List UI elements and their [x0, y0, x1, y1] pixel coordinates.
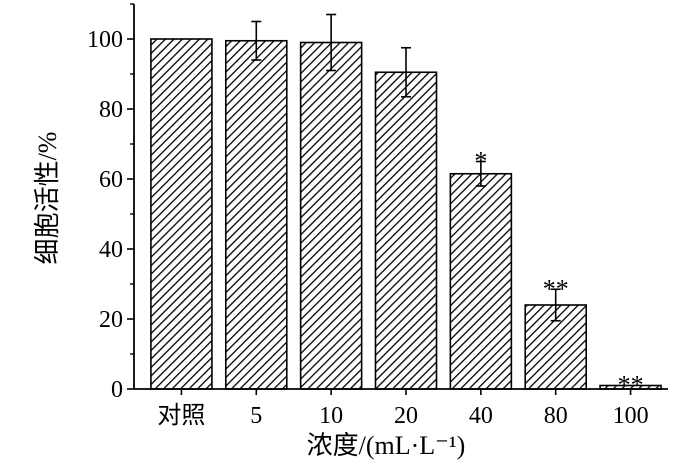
significance-marker: **	[618, 371, 644, 400]
y-tick-label: 40	[99, 237, 123, 263]
bar	[374, 71, 438, 390]
x-tick-label: 对照	[157, 402, 205, 429]
x-tick-label: 5	[250, 403, 262, 429]
bar	[150, 38, 213, 390]
error-bars-layer	[251, 13, 561, 322]
axes-layer: 对照 5 10 20 40 80 100 0 20 40 60 80 100	[87, 3, 668, 429]
significance-marker: **	[543, 274, 569, 303]
y-tick-label: 80	[99, 97, 123, 123]
x-tick-label: 100	[613, 403, 649, 429]
x-tick-label: 40	[469, 403, 493, 429]
y-tick-label: 0	[111, 377, 123, 403]
x-axis-title: 浓度/(mL·L⁻¹)	[307, 431, 466, 460]
x-tick-label: 20	[394, 403, 418, 429]
x-tick-label: 10	[319, 403, 343, 429]
y-tick-label: 60	[99, 167, 123, 193]
significance-marker: *	[474, 147, 487, 176]
significance-layer: *****	[474, 147, 643, 400]
bar	[224, 39, 288, 390]
bar	[449, 172, 513, 390]
x-tick-label: 80	[544, 403, 568, 429]
y-tick-label: 100	[87, 27, 123, 53]
y-axis-title: 细胞活性/%	[33, 132, 62, 265]
bar	[299, 41, 363, 390]
y-tick-label: 20	[99, 307, 123, 333]
